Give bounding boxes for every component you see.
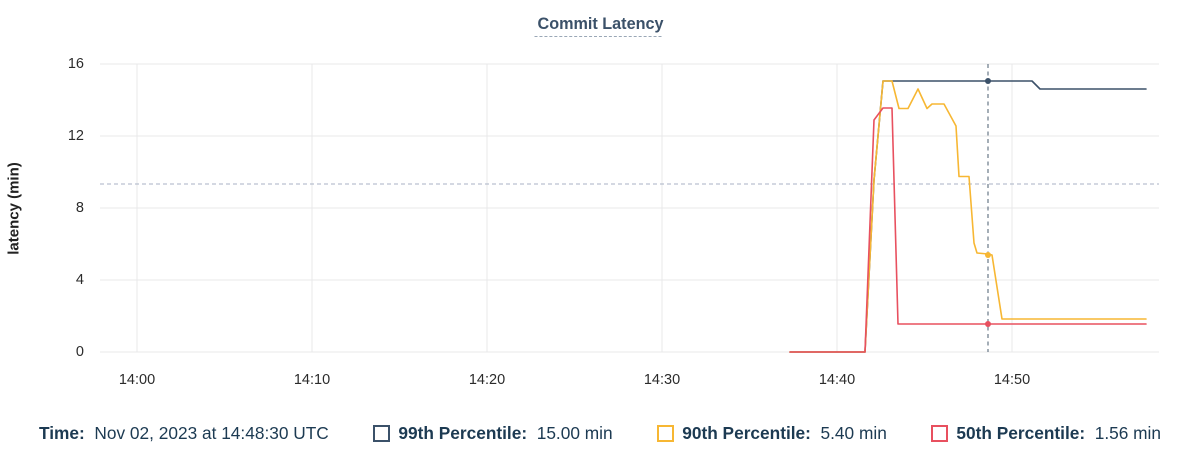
svg-text:14:00: 14:00 [119,372,155,388]
svg-text:12: 12 [68,128,84,144]
svg-text:0: 0 [76,344,84,360]
svg-text:14:50: 14:50 [994,372,1030,388]
svg-text:8: 8 [76,200,84,216]
svg-text:16: 16 [68,56,84,72]
svg-text:14:20: 14:20 [469,372,505,388]
svg-text:14:40: 14:40 [819,372,855,388]
svg-text:14:10: 14:10 [294,372,330,388]
svg-text:4: 4 [76,272,84,288]
svg-text:14:30: 14:30 [644,372,680,388]
